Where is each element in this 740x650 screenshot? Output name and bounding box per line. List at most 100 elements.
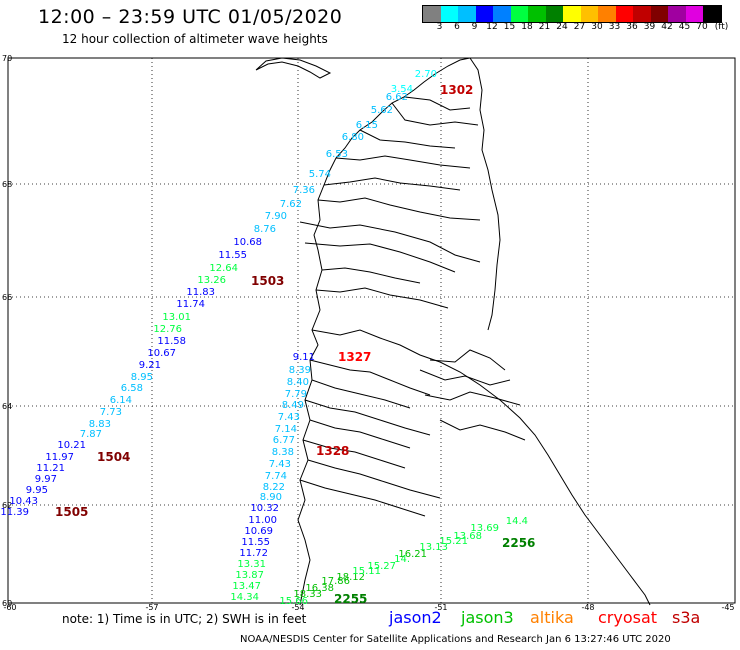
wave-height-label: 13.68 — [453, 531, 482, 542]
wave-height-label: 13.13 — [419, 542, 448, 553]
colorbar-label: 39 — [643, 22, 656, 32]
colorbar-swatch — [633, 6, 651, 22]
wave-height-label: 7.43 — [278, 412, 300, 423]
wave-height-label: 8.95 — [131, 372, 153, 383]
colorbar-label: 9 — [471, 22, 478, 32]
colorbar-swatch — [475, 6, 493, 22]
wave-height-label: 11.55 — [218, 250, 247, 261]
wave-height-label: 11.74 — [176, 299, 205, 310]
colorbar-label: 27 — [573, 22, 586, 32]
wave-height-label: 15.66 — [279, 596, 308, 607]
wave-height-label: 8.83 — [89, 419, 111, 430]
pass-time-label: 1503 — [251, 274, 284, 288]
wave-height-label: 10.67 — [147, 348, 176, 359]
plot-frame — [7, 57, 736, 604]
latitude-label: 62 — [2, 501, 12, 510]
colorbar-label: 42 — [661, 22, 673, 32]
wave-height-label: 18.33 — [293, 589, 322, 600]
wave-height-label: 10.68 — [233, 237, 262, 248]
legend-jason3: jason3 — [461, 608, 514, 627]
wave-height-label: 13.47 — [232, 581, 261, 592]
wave-height-label: 8.76 — [254, 224, 276, 235]
wave-height-label: 7.36 — [293, 185, 315, 196]
longitude-label: -45 — [721, 603, 734, 612]
wave-height-label: 5.74 — [309, 169, 331, 180]
wave-height-label: 8.49 — [282, 400, 304, 411]
legend-altika: altika — [530, 608, 574, 627]
wave-height-label: 11.83 — [186, 287, 215, 298]
wave-height-label: 11.21 — [36, 463, 65, 474]
wave-height-label: 9.21 — [139, 360, 161, 371]
track-labels: 2.703.546.62 5.62 6.156.80 6.53 5.74 7.36 7.62… — [0, 69, 528, 607]
legend-s3a: s3a — [672, 608, 701, 627]
footer-credit: NOAA/NESDIS Center for Satellite Applica… — [240, 634, 671, 645]
wave-height-label: 7.14 — [275, 424, 297, 435]
colorbar-label: 45 — [678, 22, 691, 32]
wave-height-label: 7.62 — [280, 199, 302, 210]
pass-time-label: 2255 — [334, 592, 367, 606]
wave-height-label: 8.90 — [260, 492, 282, 503]
colorbar-swatch — [493, 6, 511, 22]
wave-height-label: 7.87 — [80, 429, 102, 440]
pass-time-label: 1328 — [316, 444, 349, 458]
wave-height-label: 8.39 — [289, 365, 311, 376]
wave-height-label: 6.80 — [342, 132, 364, 143]
wave-height-label: 8.22 — [263, 482, 285, 493]
legend-jason2: jason2 — [389, 608, 442, 627]
wave-height-label: 13.87 — [235, 570, 264, 581]
page-title: 12:00 – 23:59 UTC 01/05/2020 — [38, 6, 343, 28]
longitude-label: -60 — [3, 603, 16, 612]
colorbar-label: (ft) — [714, 22, 729, 32]
colorbar-swatch — [598, 6, 616, 22]
latitude-label: 70 — [2, 54, 12, 63]
wave-height-label: 7.73 — [100, 407, 122, 418]
colorbar-swatch — [685, 6, 703, 22]
wave-height-label: 9.11 — [293, 352, 315, 363]
wave-height-label: 5.62 — [371, 105, 393, 116]
wave-height-label: 14.34 — [230, 592, 259, 603]
latitude-label: 66 — [2, 293, 12, 302]
colorbar-labels: 3 6 9 12 15 18 21 24 27 30 33 36 39 42 45 70 (ft) — [422, 22, 740, 36]
wave-height-label: 12.76 — [153, 324, 182, 335]
colorbar-swatch — [668, 6, 686, 22]
colorbar-label: 12 — [486, 22, 498, 32]
wave-height-label: 9.97 — [35, 474, 57, 485]
wave-height-label: 7.79 — [285, 389, 307, 400]
lat-lon-grid: 70 68 66 64 62 60-60 -57 -54 -51 -48 -45 — [2, 54, 736, 612]
colorbar-swatch — [510, 6, 528, 22]
wave-height-label: 14.4 — [506, 516, 528, 527]
wave-height-label: 14. — [394, 554, 410, 565]
greenland-coastline — [255, 57, 651, 606]
wave-height-label: 13.26 — [197, 275, 226, 286]
colorbar-label: 3 — [436, 22, 443, 32]
wave-height-label: 12.64 — [209, 263, 238, 274]
colorbar-swatch — [528, 6, 546, 22]
wave-height-label: 15.27 — [367, 561, 396, 572]
note-text: note: 1) Time is in UTC; 2) SWH is in fe… — [62, 612, 307, 626]
colorbar-label: 15 — [503, 22, 516, 32]
colorbar-label: 70 — [696, 22, 708, 32]
wave-height-label: 10.21 — [57, 440, 86, 451]
colorbar-label: 24 — [556, 22, 568, 32]
wave-height-label: 7.90 — [265, 211, 287, 222]
colorbar-label: 36 — [626, 22, 638, 32]
wave-height-label: 6.53 — [326, 149, 348, 160]
wave-height-label: 15.21 — [439, 536, 468, 547]
page-subtitle: 12 hour collection of altimeter wave hei… — [62, 32, 328, 46]
colorbar-label: 6 — [454, 22, 460, 32]
latitude-label: 68 — [2, 180, 12, 189]
wave-height-label: 11.55 — [241, 537, 270, 548]
colorbar-label: 30 — [591, 22, 603, 32]
wave-height-label: 17.86 — [321, 576, 350, 587]
wave-height-label: 6.15 — [356, 120, 378, 131]
wave-height-label: 13.31 — [237, 559, 266, 570]
colorbar-swatch — [458, 6, 476, 22]
wave-height-colorbar — [422, 5, 722, 23]
colorbar-swatch — [580, 6, 598, 22]
longitude-label: -54 — [291, 603, 304, 612]
wave-height-label: 8.38 — [272, 447, 294, 458]
wave-height-label: 15.11 — [352, 566, 381, 577]
wave-height-label: 18.12 — [336, 572, 365, 583]
wave-height-label: 10.69 — [244, 526, 273, 537]
